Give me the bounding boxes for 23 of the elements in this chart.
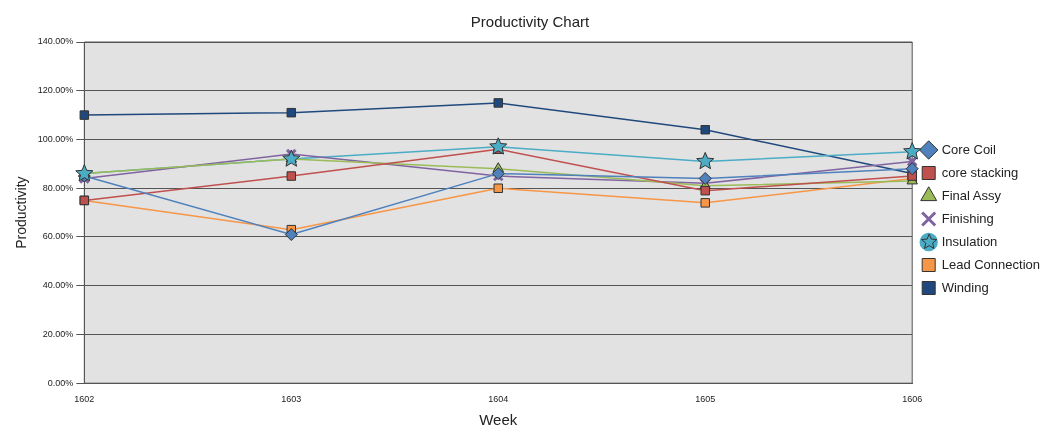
y-tick-label: 40.00% <box>42 280 74 291</box>
y-tick-label: 20.00% <box>42 328 74 339</box>
legend-label: Finishing <box>941 210 994 226</box>
x-tick-label: 1604 <box>488 394 509 405</box>
y-tick-label: 0.00% <box>47 377 74 388</box>
legend-label: Winding <box>941 279 989 295</box>
legend-label: Core Coil <box>941 141 996 157</box>
legend-label: Final Assy <box>941 187 1002 203</box>
legend-label: Insulation <box>941 233 998 249</box>
y-axis-title: Productivity <box>13 176 30 249</box>
x-tick-label: 1606 <box>902 394 923 405</box>
x-tick-label: 1603 <box>281 394 302 405</box>
legend-label: core stacking <box>941 164 1019 180</box>
x-tick-label: 1605 <box>695 394 716 405</box>
y-tick-label: 140.00% <box>37 36 74 47</box>
x-axis-title: Week <box>479 411 518 429</box>
chart-title: Productivity Chart <box>470 13 591 31</box>
x-tick-label: 1602 <box>74 394 95 405</box>
y-tick-label: 120.00% <box>37 85 74 96</box>
y-tick-label: 100.00% <box>37 133 74 144</box>
legend-label: Lead Connection <box>941 256 1041 272</box>
y-tick-label: 60.00% <box>42 231 74 242</box>
y-tick-label: 80.00% <box>42 182 74 193</box>
